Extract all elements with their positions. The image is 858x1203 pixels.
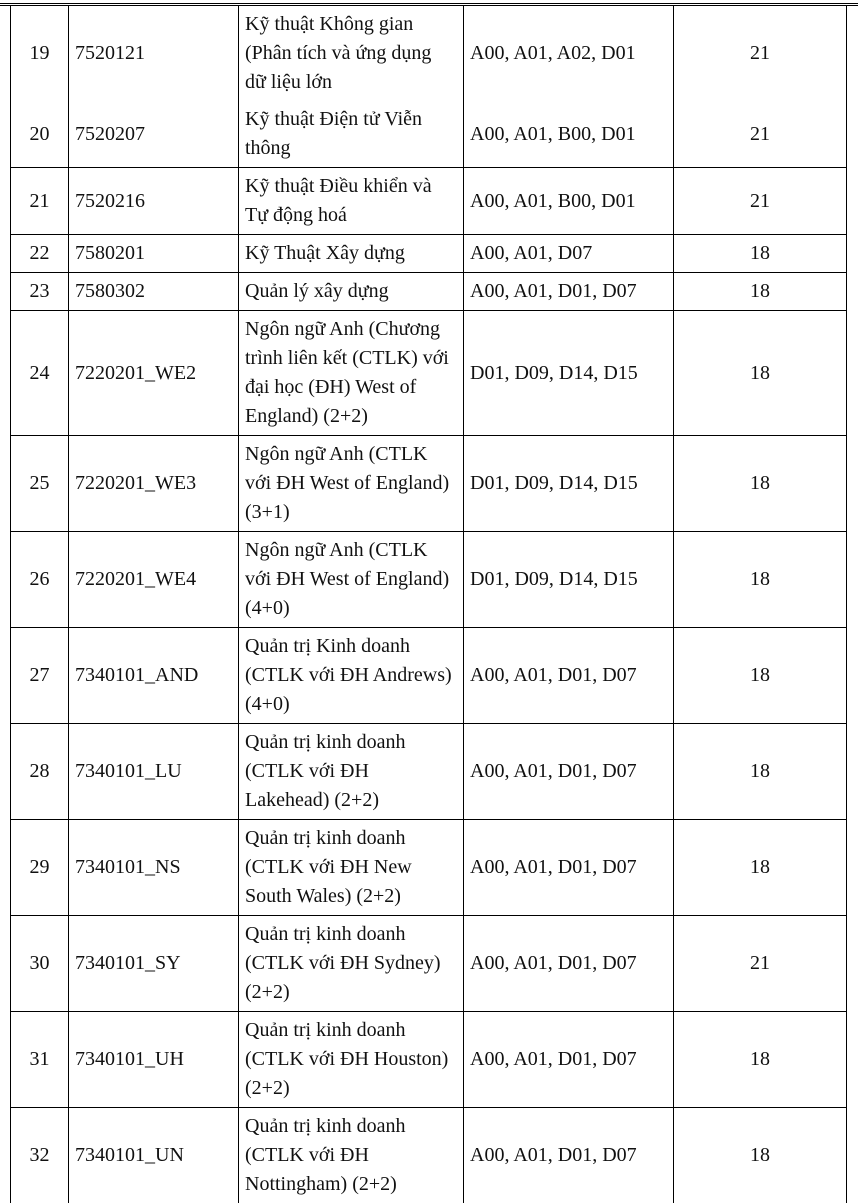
page-container: 197520121Kỹ thuật Không gian (Phân tích … <box>0 0 858 1203</box>
cell-index: 26 <box>11 532 69 628</box>
cell-subject-combo: A00, A01, B00, D01 <box>464 168 674 235</box>
table-row: 287340101_LUQuản trị kinh doanh (CTLK vớ… <box>11 724 847 820</box>
cell-program-name: Kỹ thuật Điều khiển và Tự động hoá <box>239 168 464 235</box>
cell-index: 24 <box>11 311 69 436</box>
cell-code: 7520216 <box>69 168 239 235</box>
admissions-table-body: 197520121Kỹ thuật Không gian (Phân tích … <box>11 6 847 1203</box>
cell-score: 18 <box>674 436 847 532</box>
table-row: 237580302Quản lý xây dựngA00, A01, D01, … <box>11 273 847 311</box>
cell-subject-combo: A00, A01, D01, D07 <box>464 273 674 311</box>
cell-subject-combo: D01, D09, D14, D15 <box>464 532 674 628</box>
cell-score: 21 <box>674 101 847 168</box>
cell-subject-combo: A00, A01, D01, D07 <box>464 916 674 1012</box>
cell-score: 21 <box>674 168 847 235</box>
table-row: 327340101_UNQuản trị kinh doanh (CTLK vớ… <box>11 1108 847 1203</box>
cell-score: 18 <box>674 532 847 628</box>
cell-index: 30 <box>11 916 69 1012</box>
cell-index: 20 <box>11 101 69 168</box>
cell-subject-combo: D01, D09, D14, D15 <box>464 311 674 436</box>
cell-score: 21 <box>674 916 847 1012</box>
cell-code: 7220201_WE3 <box>69 436 239 532</box>
cell-code: 7340101_LU <box>69 724 239 820</box>
table-row: 257220201_WE3Ngôn ngữ Anh (CTLK với ĐH W… <box>11 436 847 532</box>
table-row: 317340101_UHQuản trị kinh doanh (CTLK vớ… <box>11 1012 847 1108</box>
cell-code: 7340101_UN <box>69 1108 239 1203</box>
cell-index: 27 <box>11 628 69 724</box>
cell-index: 19 <box>11 6 69 101</box>
cell-score: 18 <box>674 1012 847 1108</box>
cell-program-name: Quản trị kinh doanh (CTLK với ĐH Notting… <box>239 1108 464 1203</box>
cell-score: 18 <box>674 1108 847 1203</box>
cell-subject-combo: D01, D09, D14, D15 <box>464 436 674 532</box>
table-row: 207520207Kỹ thuật Điện tử Viễn thôngA00,… <box>11 101 847 168</box>
cell-program-name: Ngôn ngữ Anh (Chương trình liên kết (CTL… <box>239 311 464 436</box>
table-row: 277340101_ANDQuản trị Kinh doanh (CTLK v… <box>11 628 847 724</box>
cell-code: 7520121 <box>69 6 239 101</box>
cell-program-name: Quản trị kinh doanh (CTLK với ĐH Lakehea… <box>239 724 464 820</box>
cell-index: 23 <box>11 273 69 311</box>
cell-subject-combo: A00, A01, B00, D01 <box>464 101 674 168</box>
table-row: 267220201_WE4Ngôn ngữ Anh (CTLK với ĐH W… <box>11 532 847 628</box>
cell-program-name: Quản trị kinh doanh (CTLK với ĐH Houston… <box>239 1012 464 1108</box>
cell-code: 7340101_UH <box>69 1012 239 1108</box>
cell-code: 7580201 <box>69 235 239 273</box>
cell-code: 7340101_NS <box>69 820 239 916</box>
cell-index: 22 <box>11 235 69 273</box>
cell-program-name: Kỹ Thuật Xây dựng <box>239 235 464 273</box>
cell-program-name: Quản lý xây dựng <box>239 273 464 311</box>
cell-index: 21 <box>11 168 69 235</box>
cell-program-name: Quản trị Kinh doanh (CTLK với ĐH Andrews… <box>239 628 464 724</box>
cell-subject-combo: A00, A01, D01, D07 <box>464 1012 674 1108</box>
cell-code: 7340101_AND <box>69 628 239 724</box>
cell-code: 7520207 <box>69 101 239 168</box>
cell-subject-combo: A00, A01, D01, D07 <box>464 1108 674 1203</box>
table-row: 307340101_SYQuản trị kinh doanh (CTLK vớ… <box>11 916 847 1012</box>
table-row: 247220201_WE2Ngôn ngữ Anh (Chương trình … <box>11 311 847 436</box>
cell-index: 31 <box>11 1012 69 1108</box>
admissions-table: 197520121Kỹ thuật Không gian (Phân tích … <box>10 6 847 1203</box>
table-row: 217520216Kỹ thuật Điều khiển và Tự động … <box>11 168 847 235</box>
cell-score: 18 <box>674 311 847 436</box>
cell-subject-combo: A00, A01, D01, D07 <box>464 724 674 820</box>
cell-code: 7220201_WE2 <box>69 311 239 436</box>
cell-index: 29 <box>11 820 69 916</box>
cell-subject-combo: A00, A01, D01, D07 <box>464 628 674 724</box>
cell-index: 28 <box>11 724 69 820</box>
cell-program-name: Ngôn ngữ Anh (CTLK với ĐH West of Englan… <box>239 436 464 532</box>
cell-score: 18 <box>674 628 847 724</box>
cell-score: 18 <box>674 724 847 820</box>
cell-program-name: Quản trị kinh doanh (CTLK với ĐH New Sou… <box>239 820 464 916</box>
cell-program-name: Kỹ thuật Điện tử Viễn thông <box>239 101 464 168</box>
cell-subject-combo: A00, A01, D01, D07 <box>464 820 674 916</box>
cell-subject-combo: A00, A01, D07 <box>464 235 674 273</box>
cell-score: 18 <box>674 235 847 273</box>
cell-index: 32 <box>11 1108 69 1203</box>
cell-score: 18 <box>674 273 847 311</box>
cell-code: 7340101_SY <box>69 916 239 1012</box>
cell-program-name: Quản trị kinh doanh (CTLK với ĐH Sydney)… <box>239 916 464 1012</box>
cell-index: 25 <box>11 436 69 532</box>
table-row: 197520121Kỹ thuật Không gian (Phân tích … <box>11 6 847 101</box>
table-row: 297340101_NSQuản trị kinh doanh (CTLK vớ… <box>11 820 847 916</box>
cell-score: 21 <box>674 6 847 101</box>
cell-code: 7220201_WE4 <box>69 532 239 628</box>
cell-code: 7580302 <box>69 273 239 311</box>
table-row: 227580201Kỹ Thuật Xây dựngA00, A01, D071… <box>11 235 847 273</box>
cell-program-name: Kỹ thuật Không gian (Phân tích và ứng dụ… <box>239 6 464 101</box>
cell-score: 18 <box>674 820 847 916</box>
cell-subject-combo: A00, A01, A02, D01 <box>464 6 674 101</box>
cell-program-name: Ngôn ngữ Anh (CTLK với ĐH West of Englan… <box>239 532 464 628</box>
